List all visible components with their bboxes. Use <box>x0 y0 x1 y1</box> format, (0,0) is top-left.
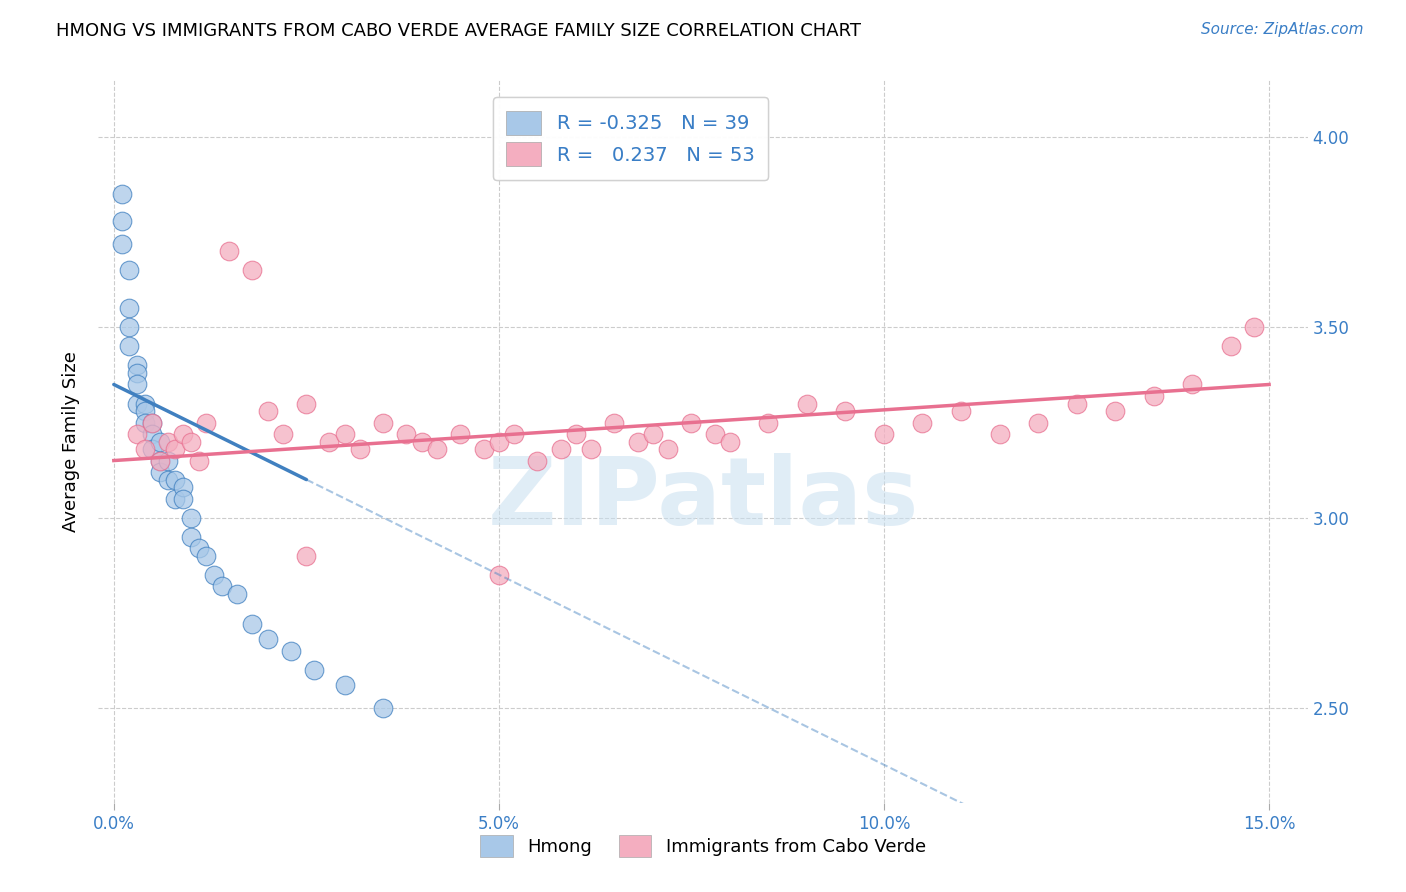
Point <box>1142 389 1164 403</box>
Point <box>149 453 172 467</box>
Point <box>242 617 264 632</box>
Point <box>165 491 187 506</box>
Point <box>141 416 163 430</box>
Point <box>165 442 187 457</box>
Point <box>125 359 148 373</box>
Point <box>395 426 418 441</box>
Point <box>373 700 395 714</box>
Point <box>581 442 603 457</box>
Point <box>110 187 132 202</box>
Legend: R = -0.325   N = 39, R =   0.237   N = 53: R = -0.325 N = 39, R = 0.237 N = 53 <box>492 97 768 179</box>
Point <box>1243 320 1265 334</box>
Point <box>110 214 132 228</box>
Point <box>118 320 141 334</box>
Point <box>134 416 156 430</box>
Point <box>873 426 896 441</box>
Point <box>156 473 179 487</box>
Point <box>134 396 156 410</box>
Point <box>373 416 395 430</box>
Point <box>271 426 294 441</box>
Point <box>333 678 356 692</box>
Point <box>195 549 218 563</box>
Point <box>156 453 179 467</box>
Point <box>295 549 318 563</box>
Text: ZIPatlas: ZIPatlas <box>488 453 918 545</box>
Point <box>911 416 934 430</box>
Point <box>141 416 163 430</box>
Point <box>149 434 172 449</box>
Point <box>280 643 302 657</box>
Point <box>641 426 664 441</box>
Point <box>172 426 194 441</box>
Point <box>125 377 148 392</box>
Text: Source: ZipAtlas.com: Source: ZipAtlas.com <box>1201 22 1364 37</box>
Point <box>257 632 280 647</box>
Point <box>603 416 626 430</box>
Point <box>703 426 725 441</box>
Point <box>488 567 510 582</box>
Point <box>195 416 218 430</box>
Point <box>134 442 156 457</box>
Point <box>1219 339 1241 353</box>
Point <box>125 426 148 441</box>
Point <box>242 263 264 277</box>
Point <box>950 404 973 418</box>
Point <box>472 442 495 457</box>
Point <box>503 426 526 441</box>
Point <box>125 396 148 410</box>
Point <box>1026 416 1049 430</box>
Point <box>180 434 202 449</box>
Point <box>1066 396 1088 410</box>
Point <box>681 416 703 430</box>
Point <box>187 541 209 555</box>
Point <box>295 396 318 410</box>
Point <box>187 453 209 467</box>
Point <box>110 236 132 251</box>
Point <box>834 404 856 418</box>
Point <box>550 442 572 457</box>
Point <box>657 442 679 457</box>
Point <box>796 396 818 410</box>
Point <box>988 426 1011 441</box>
Point <box>226 587 249 601</box>
Point <box>449 426 471 441</box>
Point <box>1104 404 1126 418</box>
Point <box>118 301 141 316</box>
Point <box>125 366 148 380</box>
Point <box>156 434 179 449</box>
Point <box>149 453 172 467</box>
Point <box>141 442 163 457</box>
Point <box>211 579 233 593</box>
Point <box>626 434 648 449</box>
Point <box>180 530 202 544</box>
Point <box>426 442 449 457</box>
Point <box>333 426 356 441</box>
Point <box>565 426 588 441</box>
Point <box>257 404 280 418</box>
Point <box>526 453 548 467</box>
Text: HMONG VS IMMIGRANTS FROM CABO VERDE AVERAGE FAMILY SIZE CORRELATION CHART: HMONG VS IMMIGRANTS FROM CABO VERDE AVER… <box>56 22 862 40</box>
Point <box>134 404 156 418</box>
Point <box>318 434 340 449</box>
Point <box>149 465 172 479</box>
Y-axis label: Average Family Size: Average Family Size <box>62 351 80 532</box>
Point <box>172 480 194 494</box>
Point <box>180 510 202 524</box>
Point <box>758 416 780 430</box>
Point <box>202 567 225 582</box>
Point <box>411 434 433 449</box>
Point <box>165 473 187 487</box>
Point <box>718 434 741 449</box>
Legend: Hmong, Immigrants from Cabo Verde: Hmong, Immigrants from Cabo Verde <box>467 822 939 870</box>
Point <box>302 663 325 677</box>
Point <box>218 244 240 259</box>
Point <box>349 442 371 457</box>
Point <box>488 434 510 449</box>
Point <box>1181 377 1204 392</box>
Point <box>118 263 141 277</box>
Point <box>172 491 194 506</box>
Point <box>118 339 141 353</box>
Point <box>141 426 163 441</box>
